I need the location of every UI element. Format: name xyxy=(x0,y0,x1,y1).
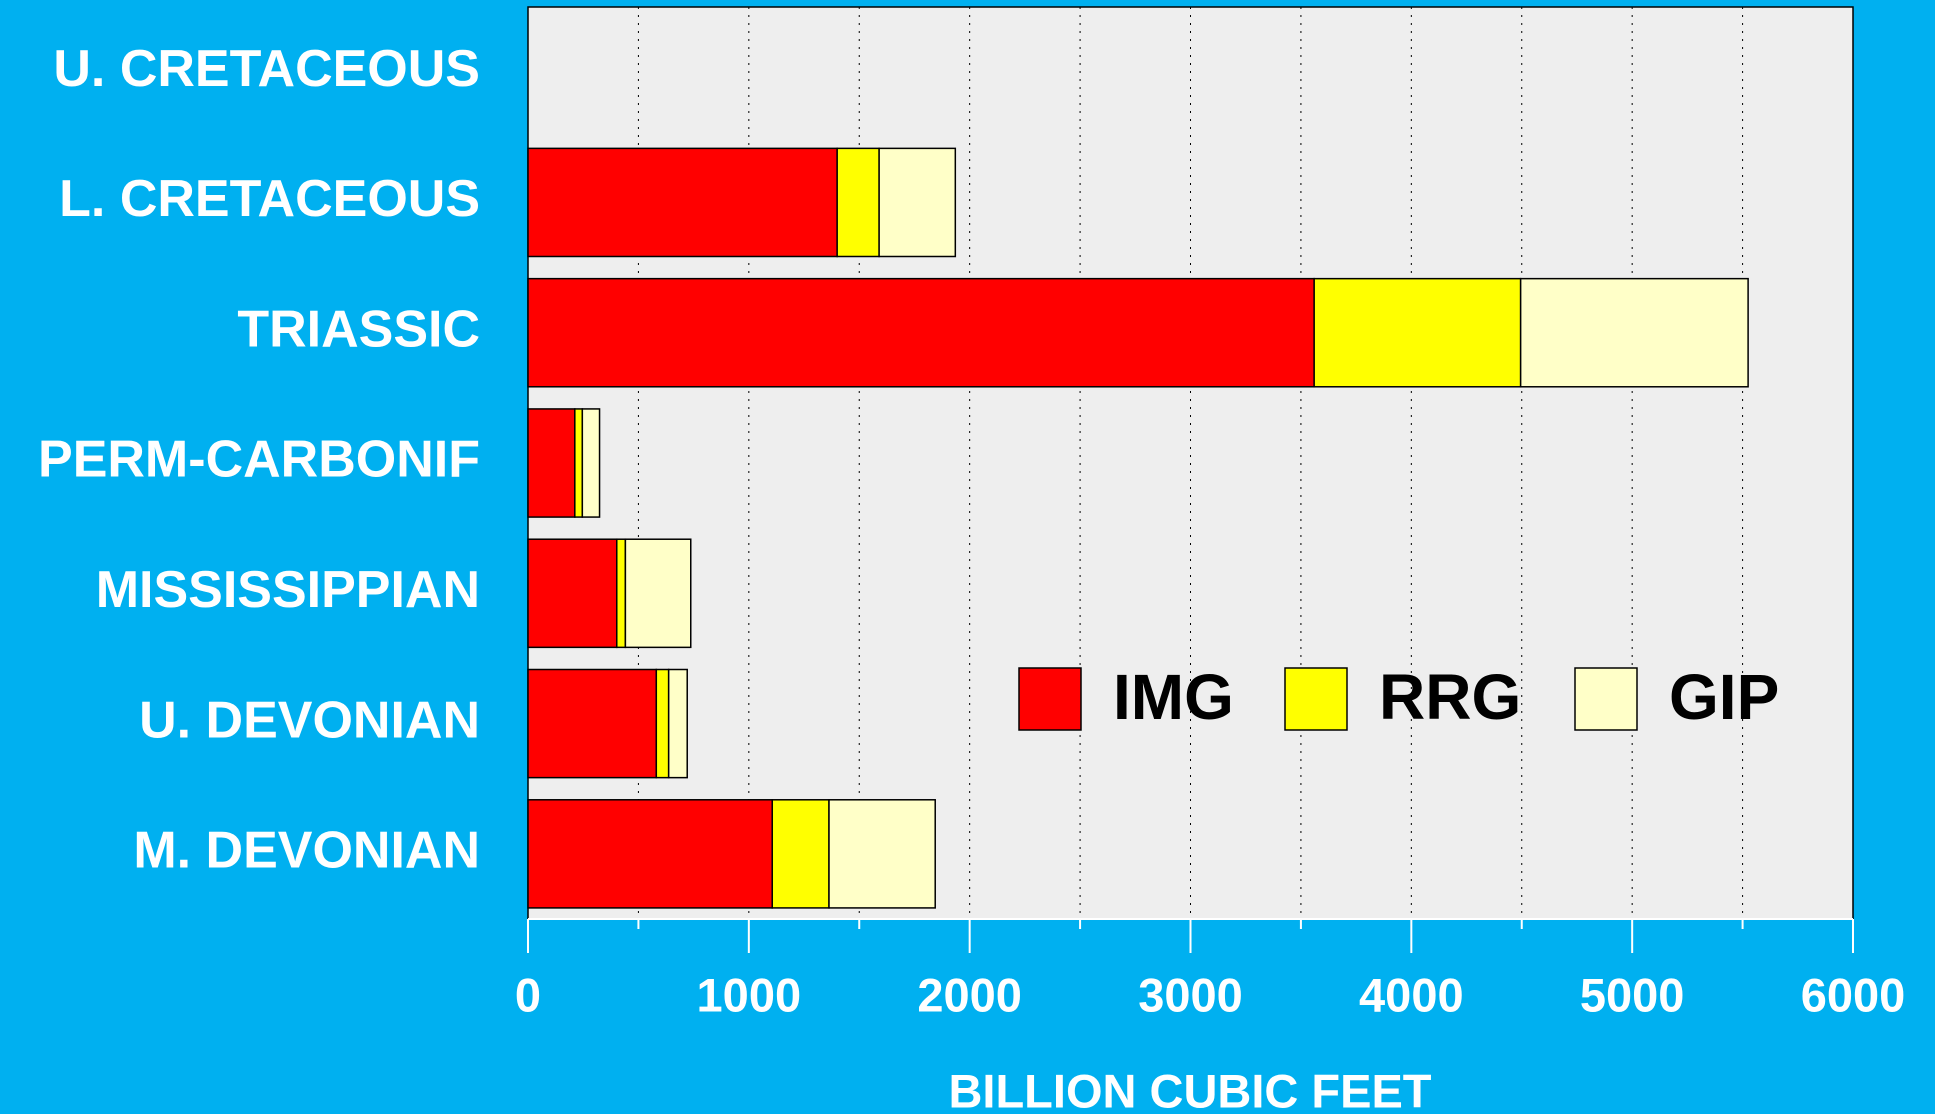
bar-segment xyxy=(527,538,618,649)
bar-segment xyxy=(527,147,838,258)
x-tick-label: 3000 xyxy=(1138,968,1243,1021)
y-tick-label: L. CRETACEOUS xyxy=(59,170,480,228)
bar-segment xyxy=(527,408,576,518)
x-tick-label: 6000 xyxy=(1801,968,1906,1021)
legend-label: GIP xyxy=(1669,661,1779,733)
x-tick-label: 4000 xyxy=(1359,968,1464,1021)
bar-segment xyxy=(616,538,627,649)
bar-segment xyxy=(527,277,1315,388)
legend-swatch xyxy=(1018,667,1082,731)
x-axis-label: BILLION CUBIC FEET xyxy=(948,1064,1431,1114)
y-tick-label: U. CRETACEOUS xyxy=(53,40,480,98)
legend-label: IMG xyxy=(1113,661,1234,733)
bar-segment xyxy=(667,668,688,779)
y-tick-label: MISSISSIPPIAN xyxy=(96,561,480,619)
bar-segment xyxy=(624,538,692,649)
y-tick-label: PERM-CARBONIF xyxy=(38,431,480,489)
legend-swatch xyxy=(1574,667,1638,731)
bar-segment xyxy=(527,668,658,779)
bar-segment xyxy=(836,147,880,258)
bar-segment xyxy=(574,408,584,518)
bar-segment xyxy=(655,668,670,779)
bar-segment xyxy=(771,799,830,909)
x-tick-label: 2000 xyxy=(917,968,1022,1021)
x-tick-label: 5000 xyxy=(1580,968,1685,1021)
bar-segment xyxy=(828,799,936,909)
bar-segment xyxy=(1519,277,1749,388)
x-tick-label: 1000 xyxy=(697,968,802,1021)
bar-segment xyxy=(1313,277,1522,388)
bar-segment xyxy=(581,408,601,518)
y-tick-label: U. DEVONIAN xyxy=(139,691,480,749)
x-tick-label: 0 xyxy=(515,968,541,1021)
y-tick-label: M. DEVONIAN xyxy=(133,822,480,880)
bar-segment xyxy=(527,799,773,909)
bar-segment xyxy=(878,147,957,258)
legend-swatch xyxy=(1284,667,1348,731)
y-tick-label: TRIASSIC xyxy=(237,300,480,358)
legend-label: RRG xyxy=(1379,661,1521,733)
